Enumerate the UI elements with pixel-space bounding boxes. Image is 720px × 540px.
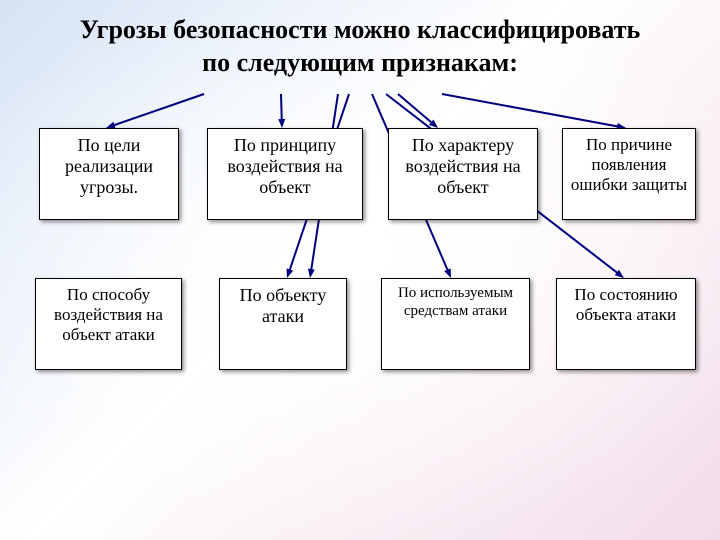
box-character: По характеру воздействия на объект: [388, 128, 538, 220]
slide-title: Угрозы безопасности можно классифицирова…: [0, 14, 720, 79]
box-principle: По принципу воздействия на объект: [207, 128, 363, 220]
title-line1: Угрозы безопасности можно классифицирова…: [30, 14, 690, 47]
box-means: По используемым средствам атаки: [381, 278, 530, 370]
box-state: По состоянию объекта атаки: [556, 278, 696, 370]
box-means-label: По используемым средствам атаки: [388, 285, 523, 320]
box-reason-label: По причине появления ошибки защиты: [569, 135, 689, 195]
box-reason: По причине появления ошибки защиты: [562, 128, 696, 220]
arrows-layer: [0, 0, 720, 540]
slide: Угрозы безопасности можно классифицирова…: [0, 0, 720, 540]
box-goal: По цели реализации угрозы.: [39, 128, 179, 220]
box-character-label: По характеру воздействия на объект: [395, 135, 531, 199]
box-method: По способу воздействия на объект атаки: [35, 278, 182, 370]
box-principle-label: По принципу воздействия на объект: [214, 135, 356, 199]
box-goal-label: По цели реализации угрозы.: [46, 135, 172, 199]
box-state-label: По состоянию объекта атаки: [563, 285, 689, 325]
box-method-label: По способу воздействия на объект атаки: [42, 285, 175, 345]
title-line2: по следующим признакам:: [30, 47, 690, 80]
box-object-label: По объекту атаки: [226, 285, 340, 327]
box-object: По объекту атаки: [219, 278, 347, 370]
